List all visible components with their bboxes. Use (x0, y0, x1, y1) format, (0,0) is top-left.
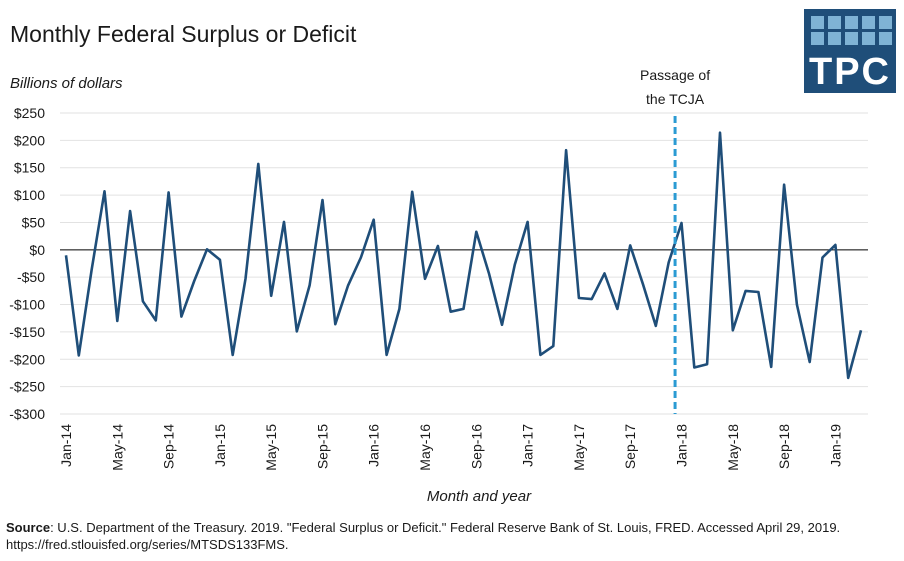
y-tick-label: -$50 (17, 269, 45, 285)
y-tick-label: $100 (14, 187, 45, 203)
y-tick-label: $250 (14, 105, 45, 121)
source-note: Source: U.S. Department of the Treasury.… (6, 519, 896, 553)
source-text: : U.S. Department of the Treasury. 2019.… (6, 520, 841, 552)
x-tick-label: Jan-19 (827, 424, 843, 467)
tpc-logo: TPC (804, 9, 896, 93)
x-tick-label: Sep-17 (622, 424, 638, 469)
y-tick-label: $200 (14, 132, 45, 148)
y-tick-label: -$250 (9, 379, 45, 395)
chart: Monthly Federal Surplus or Deficit Billi… (9, 9, 896, 505)
x-tick-label: Jan-16 (366, 424, 382, 467)
gridlines (60, 112, 868, 415)
x-tick-label: Jan-14 (58, 424, 74, 467)
y-tick-label: -$200 (9, 351, 45, 367)
x-tick-label: Sep-18 (776, 424, 792, 469)
x-tick-label: Jan-18 (673, 424, 689, 467)
y-tick-label: $0 (29, 242, 45, 258)
y-tick-label: -$300 (9, 406, 45, 422)
logo-squares (811, 16, 892, 45)
logo-square (845, 32, 858, 45)
x-tick-label: May-16 (417, 424, 433, 471)
x-axis-title: Month and year (427, 488, 532, 505)
source-label: Source (6, 520, 51, 535)
y-tick-label: $50 (22, 214, 46, 230)
annotation-line-2: the TCJA (646, 91, 705, 107)
x-tick-label: Sep-16 (468, 424, 484, 469)
y-axis-title: Billions of dollars (10, 75, 123, 92)
x-axis-ticks: Jan-14 May-14 Sep-14 Jan-15 May-15 Sep-15 Jan-… (58, 424, 843, 471)
annotation-line-1: Passage of (640, 67, 710, 83)
logo-square (862, 16, 875, 29)
x-tick-label: May-14 (109, 424, 125, 471)
x-tick-label: Sep-14 (161, 424, 177, 469)
logo-text: TPC (809, 51, 891, 93)
logo-square (811, 16, 824, 29)
chart-title: Monthly Federal Surplus or Deficit (10, 21, 357, 47)
logo-square (845, 16, 858, 29)
y-tick-label: -$100 (9, 297, 45, 313)
logo-square (828, 16, 841, 29)
logo-square (828, 32, 841, 45)
x-tick-label: May-15 (263, 424, 279, 471)
logo-square (811, 32, 824, 45)
x-tick-label: Jan-15 (212, 424, 228, 467)
series-line-surplus-deficit (64, 131, 863, 380)
y-tick-label: -$150 (9, 324, 45, 340)
x-tick-label: Jan-17 (520, 424, 536, 467)
logo-square (879, 32, 892, 45)
x-tick-label: May-17 (571, 424, 587, 471)
x-tick-label: Sep-15 (314, 424, 330, 469)
y-tick-label: $150 (14, 160, 45, 176)
logo-square (862, 32, 875, 45)
logo-square (879, 16, 892, 29)
y-axis-ticks: $250 $200 $150 $100 $50 $0 -$50 -$100 -$150 -$200… (9, 105, 45, 422)
x-tick-label: May-18 (725, 424, 741, 471)
